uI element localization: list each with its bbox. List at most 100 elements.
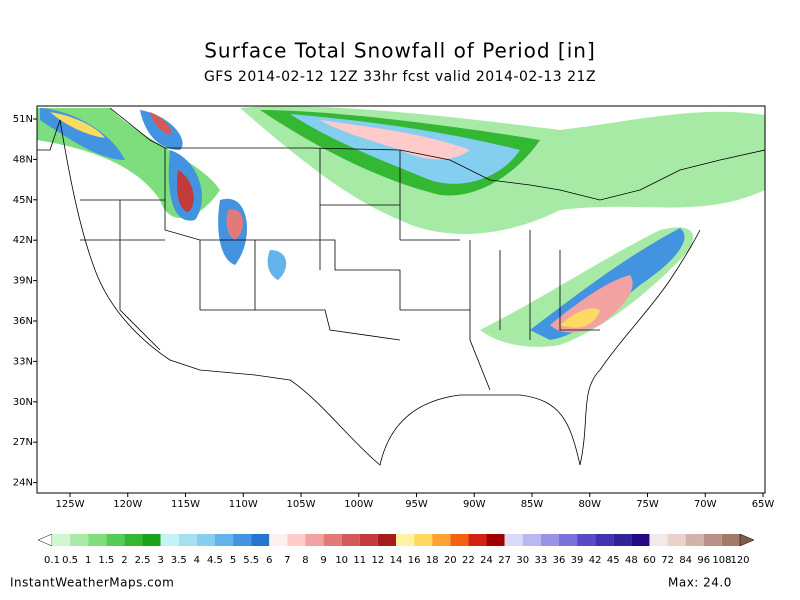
colorbar-swatch <box>414 534 433 546</box>
map <box>37 106 765 466</box>
colorbar-swatch <box>595 534 614 546</box>
colorbar-swatch <box>613 534 632 546</box>
colorbar-label: 10 <box>335 555 348 566</box>
colorbar-swatch <box>667 534 686 546</box>
colorbar-label: 39 <box>571 555 584 566</box>
longitude-label: 90W <box>463 499 486 510</box>
colorbar-swatch <box>359 534 378 546</box>
colorbar-swatch <box>450 534 469 546</box>
colorbar-label: 60 <box>643 555 656 566</box>
colorbar-swatch <box>323 534 342 546</box>
colorbar-label: 96 <box>697 555 710 566</box>
colorbar-label: 4.5 <box>207 555 223 566</box>
latitude-label: 48N <box>13 154 33 165</box>
colorbar-label: 3 <box>157 555 163 566</box>
colorbar-label: 9 <box>320 555 326 566</box>
colorbar-swatch <box>88 534 107 546</box>
colorbar-swatch <box>540 534 559 546</box>
colorbar-swatch <box>341 534 360 546</box>
longitude-label: 95W <box>405 499 428 510</box>
colorbar-label: 108 <box>712 555 731 566</box>
colorbar-label: 0.1 <box>44 555 60 566</box>
colorbar-swatch <box>432 534 451 546</box>
latitude-label: 33N <box>13 356 33 367</box>
colorbar-label: 0.5 <box>62 555 78 566</box>
longitude-label: 70W <box>694 499 717 510</box>
colorbar-label: 22 <box>462 555 475 566</box>
colorbar-label: 2.5 <box>135 555 151 566</box>
colorbar-label: 120 <box>730 555 749 566</box>
colorbar-swatch <box>106 534 125 546</box>
colorbar-label: 27 <box>498 555 511 566</box>
colorbar-label: 8 <box>302 555 308 566</box>
colorbar-swatch <box>178 534 197 546</box>
latitude-label: 45N <box>13 195 33 206</box>
colorbar-swatch <box>196 534 215 546</box>
colorbar-swatch <box>721 534 740 546</box>
colorbar-swatch <box>522 534 541 546</box>
colorbar-swatch <box>251 534 270 546</box>
colorbar-label: 11 <box>353 555 366 566</box>
title: Surface Total Snowfall of Period [in] <box>204 39 596 63</box>
colorbar-label: 18 <box>426 555 439 566</box>
colorbar-label: 2 <box>121 555 127 566</box>
colorbar-swatch <box>396 534 415 546</box>
longitude-label: 105W <box>287 499 316 510</box>
longitude-label: 125W <box>56 499 85 510</box>
longitude-label: 85W <box>521 499 544 510</box>
colorbar-swatch <box>52 534 71 546</box>
colorbar-label: 72 <box>661 555 674 566</box>
longitude-label: 75W <box>636 499 659 510</box>
colorbar-swatch <box>214 534 234 546</box>
colorbar-label: 5.5 <box>243 555 259 566</box>
latitude-label: 36N <box>13 316 33 327</box>
colorbar-swatch <box>70 534 89 546</box>
longitude-label: 65W <box>752 499 775 510</box>
colorbar-swatch <box>486 534 505 546</box>
latitude-label: 30N <box>13 397 33 408</box>
longitude-label: 120W <box>113 499 142 510</box>
colorbar-swatch <box>558 534 578 546</box>
footer: InstantWeatherMaps.com <box>10 576 174 590</box>
colorbar-arrow <box>37 533 53 547</box>
latitude-label: 42N <box>13 235 33 246</box>
colorbar-swatch <box>142 534 161 546</box>
colorbar-swatch <box>269 534 288 546</box>
colorbar-label: 12 <box>372 555 385 566</box>
colorbar-swatch <box>649 534 668 546</box>
longitude-label: 110W <box>229 499 258 510</box>
colorbar-label: 7 <box>284 555 290 566</box>
subtitle: GFS 2014-02-12 12Z 33hr fcst valid 2014-… <box>204 69 596 85</box>
colorbar-label: 3.5 <box>171 555 187 566</box>
latitude-label: 51N <box>13 114 33 125</box>
colorbar-label: 1 <box>85 555 91 566</box>
colorbar-label: 24 <box>480 555 493 566</box>
colorbar-label: 14 <box>390 555 403 566</box>
colorbar-label: 36 <box>553 555 566 566</box>
latitude-label: 24N <box>13 478 33 489</box>
colorbar-label: 33 <box>534 555 547 566</box>
colorbar-swatch <box>504 534 523 546</box>
colorbar-label: 48 <box>625 555 638 566</box>
colorbar-swatch <box>631 534 650 546</box>
max-value: Max: 24.0 <box>668 576 732 590</box>
colorbar-swatch <box>160 534 179 546</box>
colorbar-swatch <box>468 534 487 546</box>
latitude-label: 27N <box>13 437 33 448</box>
colorbar-label: 4 <box>194 555 200 566</box>
colorbar-swatch <box>124 534 143 546</box>
colorbar-label: 45 <box>607 555 620 566</box>
colorbar-swatch <box>685 534 704 546</box>
colorbar-swatch <box>377 534 396 546</box>
colorbar-label: 84 <box>679 555 692 566</box>
colorbar-label: 20 <box>444 555 457 566</box>
colorbar-swatch <box>233 534 252 546</box>
colorbar-swatch <box>577 534 596 546</box>
map-frame <box>36 105 766 494</box>
colorbar-label: 1.5 <box>98 555 114 566</box>
colorbar-label: 6 <box>266 555 272 566</box>
longitude-label: 115W <box>171 499 200 510</box>
longitude-label: 100W <box>344 499 373 510</box>
longitude-label: 80W <box>578 499 601 510</box>
